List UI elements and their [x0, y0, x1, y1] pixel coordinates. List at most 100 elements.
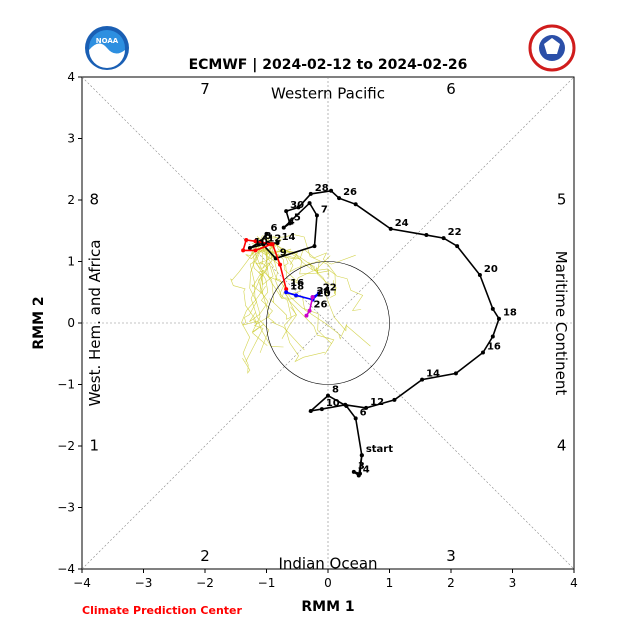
series-point	[253, 239, 258, 244]
series-point	[247, 245, 252, 250]
y-tick-label: 3	[67, 132, 75, 146]
series-point	[392, 397, 397, 402]
y-tick-label: 2	[67, 193, 75, 207]
series-point	[253, 248, 258, 253]
point-label: 14	[426, 369, 440, 380]
point-label: 8	[332, 385, 339, 396]
ensemble-member-line	[251, 235, 274, 295]
series-point	[281, 225, 286, 230]
unit-circle	[266, 261, 390, 385]
ensemble-member-line	[255, 248, 297, 320]
series-point	[477, 273, 482, 278]
region-label: Indian Ocean	[278, 555, 377, 573]
series-point	[244, 237, 249, 242]
y-tick-label: −3	[57, 501, 75, 515]
series-point	[241, 248, 246, 253]
ensemble-member-line	[274, 249, 301, 339]
point-label: 16	[487, 342, 501, 353]
y-axis-label: RMM 2	[31, 296, 47, 349]
point-label: 5	[294, 212, 301, 223]
x-tick-label: 4	[570, 576, 578, 590]
x-tick-label: −1	[258, 576, 276, 590]
y-tick-label: 0	[67, 316, 75, 330]
phase-label: 1	[90, 437, 100, 455]
series-point	[275, 241, 280, 246]
point-label: 14	[282, 232, 296, 243]
x-tick-label: −4	[73, 576, 91, 590]
phase-label: 6	[446, 80, 456, 98]
phase-label: 8	[90, 191, 100, 209]
series-point	[364, 405, 369, 410]
x-tick-label: −3	[135, 576, 153, 590]
series-point	[453, 371, 458, 376]
region-and-phase-labels: Western Pacific Indian Ocean West. Hem. an…	[86, 80, 570, 573]
y-tick-label: 1	[67, 255, 75, 269]
phase-label: 4	[557, 437, 567, 455]
series-point	[441, 236, 446, 241]
series-point	[264, 231, 269, 236]
point-label: start	[366, 444, 393, 455]
x-axis-label: RMM 1	[301, 599, 354, 615]
grid-lines	[81, 76, 575, 570]
phase-label: 2	[200, 547, 210, 565]
point-label: 12	[267, 233, 281, 244]
phase-label: 7	[200, 80, 210, 98]
point-label: 8	[264, 231, 271, 242]
point-label: 16	[290, 278, 304, 289]
chart-title: ECMWF | 2024-02-12 to 2024-02-26	[189, 57, 468, 73]
series-point	[337, 196, 342, 201]
series-point	[319, 407, 324, 412]
point-label: 9	[280, 247, 287, 258]
series-point	[278, 262, 283, 267]
series-point	[496, 316, 501, 321]
series-point	[287, 221, 292, 226]
series-point	[424, 233, 429, 238]
point-label: 22	[323, 282, 337, 293]
point-label: 18	[290, 281, 304, 292]
x-tick-label: 3	[509, 576, 517, 590]
point-label: 4	[363, 465, 370, 476]
ensemble-trajectories	[230, 234, 371, 374]
noaa-logo: NOAA	[85, 26, 129, 70]
region-label: West. Hem. and Africa	[86, 240, 104, 407]
point-label: 28	[315, 183, 329, 194]
point-label: 12	[370, 397, 384, 408]
series-point	[308, 408, 313, 413]
series-point	[284, 287, 289, 292]
series-point	[490, 334, 495, 339]
point-label: 6	[271, 223, 278, 234]
series-point	[356, 473, 361, 478]
point-label: 22	[448, 227, 462, 238]
x-tick-label: 0	[324, 576, 332, 590]
series-point	[312, 244, 317, 249]
series-point	[480, 350, 485, 355]
region-label: Maritime Continent	[552, 251, 570, 396]
svg-text:NOAA: NOAA	[96, 37, 119, 45]
point-label: 20	[484, 264, 498, 275]
point-label: 7	[321, 204, 328, 215]
y-tick-label: −4	[57, 562, 75, 576]
series-point	[307, 308, 312, 313]
series-point	[316, 291, 321, 296]
ensemble-member-line	[270, 242, 325, 363]
series-point	[420, 377, 425, 382]
x-tick-label: 2	[447, 576, 455, 590]
point-label: 24	[395, 218, 409, 229]
series-point	[353, 202, 358, 207]
x-tick-label: 1	[386, 576, 394, 590]
series-point	[294, 293, 299, 298]
point-label: 10	[254, 237, 268, 248]
point-label: 4	[288, 217, 295, 228]
series-point	[353, 416, 358, 421]
phase-label: 3	[446, 547, 456, 565]
series-point	[326, 393, 330, 398]
series-point	[308, 191, 313, 196]
point-label: 3	[358, 461, 365, 472]
point-label: 26	[314, 300, 328, 311]
ensemble-member-line	[264, 243, 348, 340]
series-point	[307, 201, 312, 206]
national-weather-service-logo	[528, 24, 576, 72]
y-tick-label: −1	[57, 378, 75, 392]
point-label: 26	[343, 187, 357, 198]
